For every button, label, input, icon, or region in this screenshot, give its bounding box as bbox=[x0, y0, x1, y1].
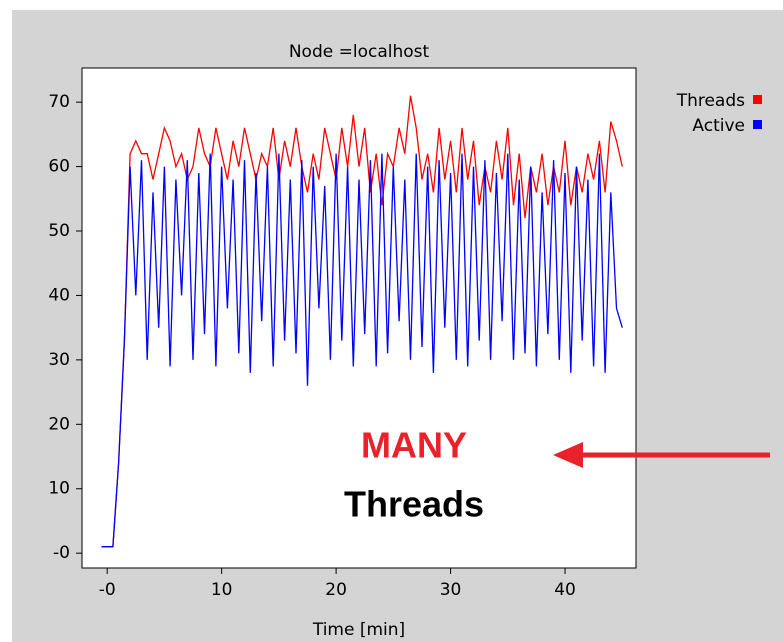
x-axis-label: Time [min] bbox=[312, 620, 405, 640]
annotation: Threads bbox=[344, 484, 484, 525]
x-tick-label: -0 bbox=[99, 580, 116, 600]
x-tick-label: 10 bbox=[211, 580, 233, 600]
series-line bbox=[101, 153, 623, 548]
annotation: MANY bbox=[361, 425, 467, 466]
arrow-head bbox=[553, 442, 583, 468]
y-tick-label: 50 bbox=[48, 221, 70, 241]
y-tick-label: 20 bbox=[48, 414, 70, 434]
y-tick-label: 10 bbox=[48, 479, 70, 499]
legend-label: Threads bbox=[676, 91, 745, 111]
legend-swatch bbox=[753, 95, 762, 104]
y-tick-label: 60 bbox=[48, 157, 70, 177]
x-tick-label: 20 bbox=[325, 580, 347, 600]
chart-title: Node =localhost bbox=[289, 42, 430, 62]
y-tick-label: 70 bbox=[48, 92, 70, 112]
y-tick-label: -0 bbox=[53, 543, 70, 563]
x-tick-label: 30 bbox=[440, 580, 462, 600]
y-tick-label: 30 bbox=[48, 350, 70, 370]
y-tick-label: 40 bbox=[48, 285, 70, 305]
x-tick-label: 40 bbox=[554, 580, 576, 600]
plot-area bbox=[81, 67, 637, 569]
legend-swatch bbox=[753, 120, 762, 129]
legend-label: Active bbox=[692, 116, 745, 136]
